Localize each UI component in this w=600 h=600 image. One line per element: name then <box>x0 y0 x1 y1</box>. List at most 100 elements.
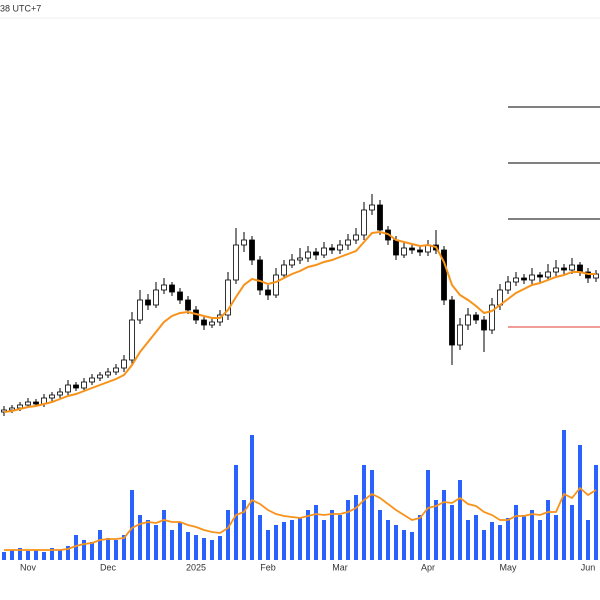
volume-bar <box>338 515 342 560</box>
volume-bar <box>410 532 414 560</box>
candle-body <box>513 277 519 283</box>
candle-body <box>457 324 463 346</box>
candle-body <box>137 299 143 321</box>
candle-body <box>97 374 103 379</box>
candle-body <box>505 281 511 291</box>
volume-bar <box>434 500 438 560</box>
clock: 38 UTC+7 <box>0 3 41 13</box>
candle-body <box>441 249 447 301</box>
volume-bar <box>554 515 558 560</box>
candle-body <box>169 284 175 293</box>
volume-bar <box>186 532 190 560</box>
volume-bar <box>234 465 238 560</box>
volume-bar <box>578 445 582 560</box>
x-tick-label: Nov <box>20 562 37 572</box>
candle-body <box>449 299 455 346</box>
volume-bar <box>362 465 366 560</box>
volume-bar <box>514 505 518 560</box>
volume-bar <box>586 520 590 560</box>
volume-bar <box>74 535 78 560</box>
candle-body <box>473 314 479 321</box>
candle-body <box>529 274 535 281</box>
candle-body <box>233 244 239 281</box>
volume-bar <box>42 552 46 560</box>
candle-body <box>553 267 559 273</box>
volume-bar <box>546 500 550 560</box>
volume-ma-line <box>4 486 597 551</box>
candle-body <box>249 239 255 261</box>
volume-bar <box>194 535 198 560</box>
volume-bar <box>282 522 286 560</box>
candle-body <box>153 289 159 306</box>
candle-body <box>105 371 111 376</box>
volume-bar <box>498 525 502 560</box>
x-tick-label: Apr <box>421 562 435 572</box>
x-tick-label: Mar <box>332 562 348 572</box>
volume-bar <box>34 550 38 560</box>
volume-bar <box>442 490 446 560</box>
candle-body <box>209 321 215 326</box>
volume-bar <box>530 510 534 560</box>
candle-body <box>113 367 119 373</box>
volume-bar <box>370 470 374 560</box>
candle-body <box>289 259 295 266</box>
candle-body <box>73 384 79 389</box>
volume-bar <box>130 490 134 560</box>
candle-body <box>129 319 135 361</box>
volume-bar <box>90 542 94 560</box>
volume-bar <box>290 520 294 560</box>
volume-bar <box>402 530 406 560</box>
candle-body <box>401 247 407 256</box>
volume-bar <box>154 525 158 560</box>
volume-bar <box>114 540 118 560</box>
candle-body <box>121 359 127 369</box>
volume-bar <box>458 480 462 560</box>
volume-bar <box>50 548 54 560</box>
candle-body <box>465 314 471 326</box>
volume-bar <box>170 530 174 560</box>
volume-bar <box>218 536 222 560</box>
volume-bar <box>298 518 302 560</box>
candle-body <box>393 239 399 256</box>
volume-bar <box>82 540 86 560</box>
candle-body <box>201 319 207 326</box>
x-tick-label: Jun <box>581 562 596 572</box>
x-tick-label: May <box>499 562 517 572</box>
volume-bar <box>26 551 30 560</box>
volume-bar <box>178 522 182 560</box>
candle-body <box>377 204 383 231</box>
candle-body <box>489 304 495 331</box>
volume-bar <box>538 520 542 560</box>
candle-body <box>265 289 271 296</box>
volume-bar <box>490 522 494 560</box>
volume-bar <box>354 495 358 560</box>
candle-body <box>257 259 263 291</box>
x-tick-label: Dec <box>100 562 117 572</box>
candle-body <box>313 251 319 256</box>
candle-body <box>537 274 543 278</box>
candle-body <box>481 319 487 331</box>
x-tick-label: Feb <box>260 562 276 572</box>
candle-body <box>569 264 575 271</box>
x-tick-label: 2025 <box>186 562 206 572</box>
volume-bar <box>10 550 14 560</box>
candle-body <box>81 381 87 389</box>
volume-bar <box>98 530 102 560</box>
volume-bar <box>386 520 390 560</box>
volume-bar <box>266 530 270 560</box>
volume-bar <box>570 505 574 560</box>
volume-bar <box>306 510 310 560</box>
volume-bar <box>274 525 278 560</box>
candle-body <box>561 267 567 271</box>
volume-bar <box>122 535 126 560</box>
volume-bar <box>506 518 510 560</box>
candle-body <box>241 239 247 246</box>
candle-body <box>225 279 231 316</box>
volume-bar <box>482 530 486 560</box>
candle-body <box>33 401 39 405</box>
volume-bar <box>58 550 62 560</box>
candle-body <box>273 274 279 296</box>
candle-body <box>281 264 287 276</box>
